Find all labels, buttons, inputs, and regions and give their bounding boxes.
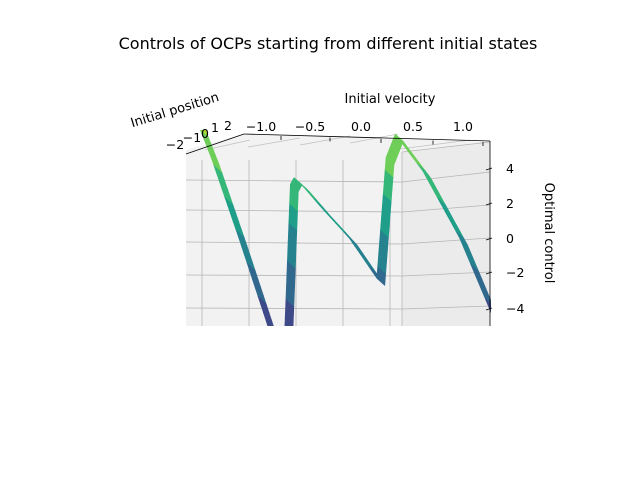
x-tick-label: −1.0 xyxy=(246,119,276,134)
grid-line xyxy=(247,137,301,148)
y-tick-label: −2 xyxy=(166,137,184,152)
surface-facet xyxy=(178,81,188,92)
z-tick-mark xyxy=(485,271,493,275)
surface-facet xyxy=(265,320,272,326)
y-tick-label: 2 xyxy=(224,118,232,133)
surface-facet xyxy=(488,307,491,314)
grid-line xyxy=(391,139,471,151)
surface-facet xyxy=(496,325,507,340)
surface-facet xyxy=(510,362,521,377)
x-tick-label: 0.0 xyxy=(351,119,371,134)
z-tick-label: 2 xyxy=(506,196,514,211)
grid-line xyxy=(186,171,491,183)
surface-facet xyxy=(513,369,524,384)
surface-facet xyxy=(174,74,184,85)
surface-facet xyxy=(507,355,518,370)
grid-line xyxy=(401,141,491,153)
side-pane xyxy=(402,142,490,326)
grid-line xyxy=(299,135,351,146)
surface-facet xyxy=(521,391,532,406)
x-axis-line xyxy=(243,133,491,142)
surface-facet xyxy=(485,298,491,310)
surface-facet xyxy=(278,359,288,372)
grid-line xyxy=(349,133,399,144)
z-tick-label: −2 xyxy=(506,265,524,280)
surface-facet xyxy=(481,290,491,305)
x-tick-label: 0.5 xyxy=(403,119,423,134)
z-tick-mark xyxy=(485,237,493,241)
z-tick-mark xyxy=(485,307,493,311)
surface-facet xyxy=(268,327,278,340)
surface-facet xyxy=(280,365,290,378)
surface-facet xyxy=(502,340,513,355)
z-tick-mark xyxy=(485,167,493,171)
surface-facet xyxy=(273,343,283,356)
surface-facet xyxy=(270,332,280,345)
z-tick-label: −4 xyxy=(506,301,524,316)
grid-line xyxy=(186,305,491,310)
surface-facet xyxy=(276,354,286,367)
surface-facet xyxy=(493,316,505,332)
x-tick-label: 1.0 xyxy=(453,119,473,134)
surface-facet xyxy=(518,384,529,399)
surface-facet xyxy=(275,349,285,362)
grid-line xyxy=(186,204,491,213)
y-tick-label: 0 xyxy=(201,126,209,141)
surface-facet xyxy=(180,85,190,96)
x-tick-label: −0.5 xyxy=(295,119,325,134)
z-tick-label: 4 xyxy=(506,161,514,176)
surface-facet xyxy=(505,347,516,362)
z-tick-mark xyxy=(485,202,493,206)
y-tick-label: −1 xyxy=(183,130,201,145)
chart-title: Controls of OCPs starting from different… xyxy=(119,34,538,53)
z-axis-label: Optimal control xyxy=(541,183,556,284)
surface-facet xyxy=(176,78,186,89)
surface-facet xyxy=(516,377,527,392)
surface-facet xyxy=(263,312,274,326)
surface-facet xyxy=(284,337,293,363)
z-tick-label: 0 xyxy=(506,231,514,246)
x-axis-label: Initial velocity xyxy=(345,92,436,107)
y-tick-label: 1 xyxy=(211,120,219,135)
surface-facet xyxy=(281,370,291,383)
surface-mesh xyxy=(174,74,532,406)
grid-line xyxy=(186,271,491,277)
surface-facet xyxy=(283,356,292,382)
surface-facet xyxy=(499,332,510,347)
y-axis-line xyxy=(185,133,245,155)
surface-facet xyxy=(271,338,281,351)
